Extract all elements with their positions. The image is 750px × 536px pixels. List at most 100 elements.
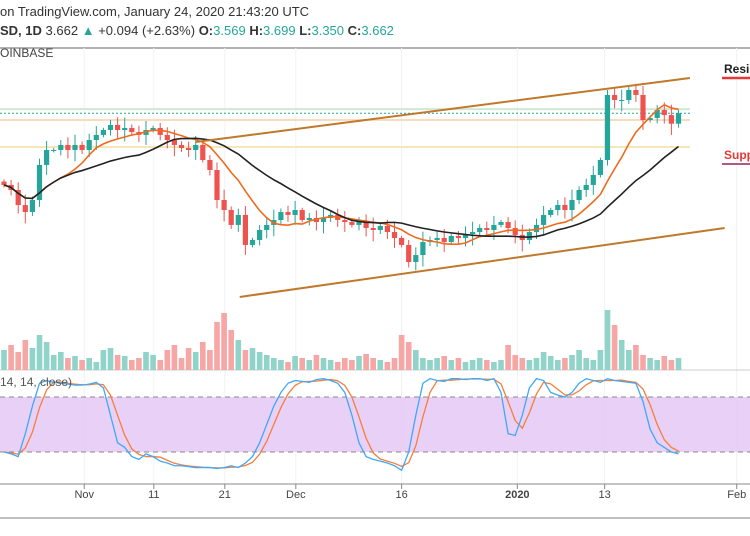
volume-bar (185, 348, 192, 370)
candle-body (562, 204, 568, 210)
volume-bar (22, 340, 29, 370)
candle-body (448, 235, 454, 243)
candle-body (115, 124, 121, 130)
candle-body (129, 127, 135, 133)
volume-bar (242, 350, 249, 370)
volume-bar (576, 350, 582, 370)
candle-body (612, 94, 618, 100)
volume-bar (129, 360, 135, 370)
volume-bar (668, 360, 675, 370)
volume-bar (547, 356, 554, 370)
volume-bar (100, 350, 107, 370)
candle-body (285, 212, 291, 215)
candle-body (93, 134, 99, 140)
candle-body (178, 144, 185, 148)
volume-bar (484, 360, 490, 370)
volume-bar (29, 348, 36, 370)
volume-bar (434, 358, 440, 370)
candle-body (512, 227, 518, 235)
candle-body (65, 144, 71, 150)
volume-bar (171, 345, 178, 370)
candle-body (541, 214, 547, 225)
volume-bar (448, 360, 455, 370)
candle-body (583, 184, 589, 190)
candle-body (207, 160, 213, 170)
candle-body (604, 94, 611, 160)
volume-bar (661, 356, 668, 370)
symbol: SD, 1D (0, 23, 42, 38)
change: +0.094 (+2.63%) (98, 23, 196, 38)
volume-bar (675, 358, 682, 370)
candle-body (36, 164, 43, 200)
volume-bar (469, 360, 476, 370)
up-arrow-icon: ▲ (81, 23, 95, 38)
candle-body (292, 210, 298, 215)
candle-body (619, 100, 625, 101)
volume-bar (72, 356, 78, 370)
volume-bar (43, 342, 50, 370)
candle-body (335, 214, 341, 220)
volume-bar (618, 340, 625, 370)
volume-bar (413, 350, 419, 370)
candle-body (264, 224, 270, 230)
volume-bar (491, 362, 497, 370)
candle-body (249, 240, 256, 245)
volume-bar (136, 358, 142, 370)
candle-body (668, 115, 674, 124)
candle-body (200, 144, 206, 160)
volume-bar (320, 358, 327, 370)
volume-bar (611, 325, 618, 370)
volume-bar (249, 348, 256, 370)
candle-body (413, 255, 419, 263)
candle-body (391, 232, 398, 238)
candle-body (526, 232, 532, 240)
x-tick-label: 16 (395, 489, 407, 501)
candle-body (157, 127, 163, 135)
volume-bar (569, 355, 575, 370)
volume-bar (427, 360, 433, 370)
candle-body (363, 222, 369, 228)
x-tick-label: 21 (219, 489, 231, 501)
candle-body (498, 222, 504, 225)
candle-body (1, 181, 7, 185)
stoch-label: 14, 14, close) (0, 375, 73, 389)
candle-body (462, 234, 469, 238)
x-tick-label: 2020 (505, 489, 529, 501)
candle-body (356, 222, 362, 225)
volume-bar (150, 355, 156, 370)
volume-bar (271, 358, 277, 370)
candle-body (107, 124, 114, 130)
candle-body (576, 190, 582, 200)
candle-body (299, 210, 305, 220)
volume-bar (533, 358, 540, 370)
support-label: Supp (724, 148, 750, 162)
candle-body (548, 210, 554, 215)
candle-body (555, 204, 561, 210)
volume-bar (626, 350, 632, 370)
low-value: 3.350 (311, 23, 345, 38)
volume-bar (384, 362, 391, 370)
stoch-d-line (3, 378, 679, 469)
candle-body (86, 140, 92, 150)
candle-body (491, 224, 497, 230)
volume-bar (36, 335, 43, 370)
volume-bar (526, 360, 533, 370)
volume-bar (405, 342, 412, 370)
volume-bar (50, 355, 57, 370)
exchange-label: OINBASE (0, 46, 54, 60)
close-label: C: (347, 23, 362, 38)
volume-bar (597, 350, 604, 370)
candle-body (51, 150, 57, 151)
candle-body (406, 244, 412, 263)
volume-bar (292, 356, 298, 370)
candle-body (44, 150, 50, 165)
volume-bar (391, 358, 398, 370)
candle-body (633, 90, 639, 95)
volume-bar (313, 355, 320, 370)
volume-bar (114, 355, 121, 370)
candle-body (484, 227, 490, 230)
candle-body (22, 205, 28, 213)
x-tick-label: 11 (148, 489, 159, 501)
